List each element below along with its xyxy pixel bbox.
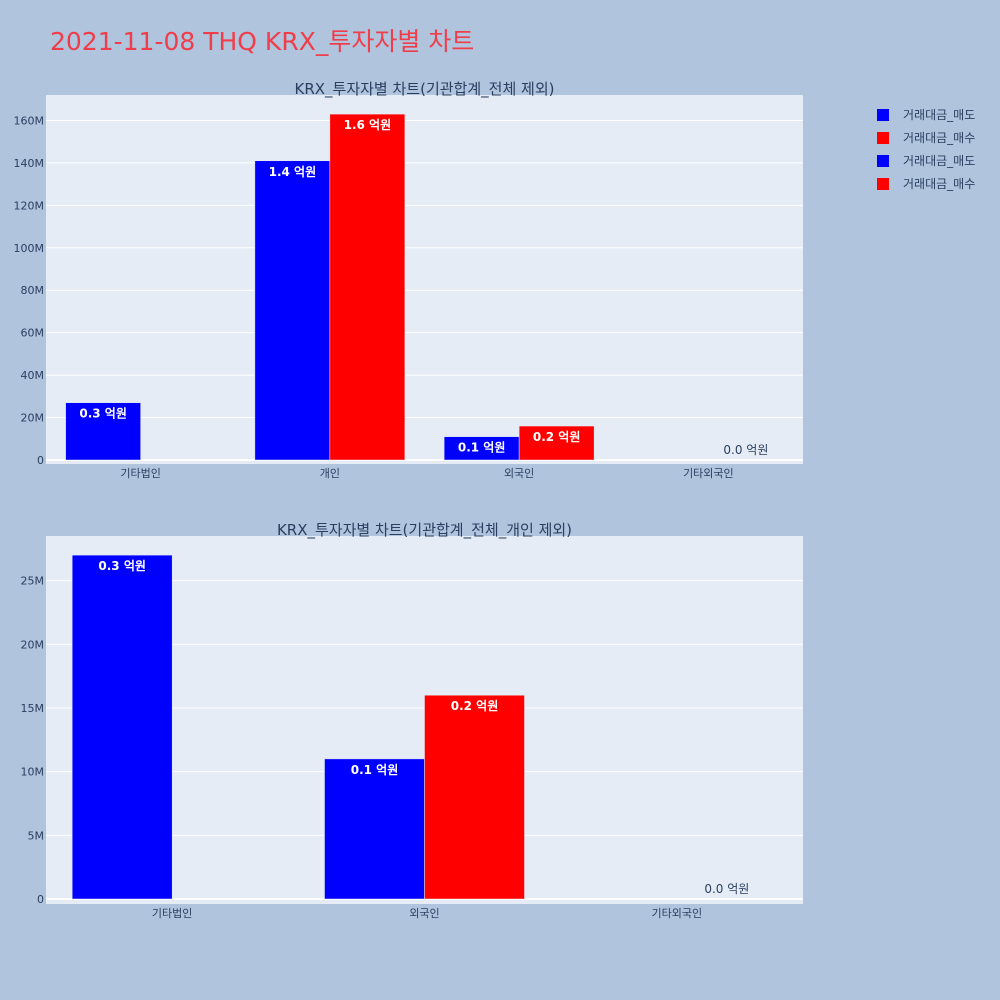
plot-area [46,95,803,464]
y-tick-label: 80M [21,284,45,297]
y-tick-label: 120M [14,199,45,212]
bar-buy [329,113,406,461]
y-tick-label: 0 [37,893,44,906]
x-tick-label: 외국인 [504,467,534,480]
data-label: 0.3 억원 [98,559,146,573]
data-label: 0.0 억원 [723,443,768,457]
legend-swatch [877,109,889,121]
y-tick-label: 40M [21,369,45,382]
bar-buy [424,694,525,900]
data-label: 0.2 억원 [451,699,499,713]
y-tick-label: 20M [21,412,45,425]
data-label: 0.1 억원 [458,441,506,455]
chart-panel-1: KRX_투자자별 차트(기관합계_전체 제외) 0 20M 40M 60M 80M 100M… [14,80,803,480]
data-label: 1.6 억원 [344,118,392,132]
y-tick-label: 100M [14,242,45,255]
data-label: 0.2 억원 [533,430,581,444]
y-tick-label: 25M [21,575,45,588]
y-tick-label: 10M [21,766,45,779]
bar-buy [518,425,595,461]
y-tick-label: 15M [21,702,45,715]
y-tick-label: 140M [14,157,45,170]
bar-sell [324,758,425,900]
x-tick-label: 기타법인 [152,907,192,920]
y-tick-label: 60M [21,327,45,340]
legend-swatch [877,178,889,190]
data-label: 0.0 억원 [704,882,749,896]
y-tick-label: 5M [28,829,45,842]
x-tick-label: 외국인 [409,907,439,920]
data-label: 0.1 억원 [351,763,399,777]
data-label: 0.3 억원 [79,407,127,421]
y-tick-label: 0 [37,454,44,467]
legend-label: 거래대금_매수 [903,177,975,191]
x-tick-label: 개인 [320,467,340,480]
chart-title: KRX_투자자별 차트(기관합계_전체 제외) [295,80,555,99]
page-title: 2021-11-08 THQ KRX_투자자별 차트 [50,27,475,56]
bar-sell [65,402,141,461]
legend-swatch [877,132,889,144]
legend-swatch [877,155,889,167]
bar-sell [254,160,331,461]
x-tick-label: 기타법인 [120,467,160,480]
y-tick-label: 160M [14,114,45,127]
chart-panel-2: KRX_투자자별 차트(기관합계_전체_개인 제외) 0 5M 10M 15M 20M 25… [21,521,803,920]
x-tick-label: 기타외국인 [683,467,734,480]
chart-title: KRX_투자자별 차트(기관합계_전체_개인 제외) [277,521,572,540]
legend-label: 거래대금_매도 [903,154,975,168]
legend-label: 거래대금_매도 [903,108,975,122]
legend-label: 거래대금_매수 [903,131,975,145]
x-tick-label: 기타외국인 [652,907,703,920]
y-tick-label: 20M [21,638,45,651]
data-label: 1.4 억원 [269,165,317,179]
bar-sell [71,554,173,900]
